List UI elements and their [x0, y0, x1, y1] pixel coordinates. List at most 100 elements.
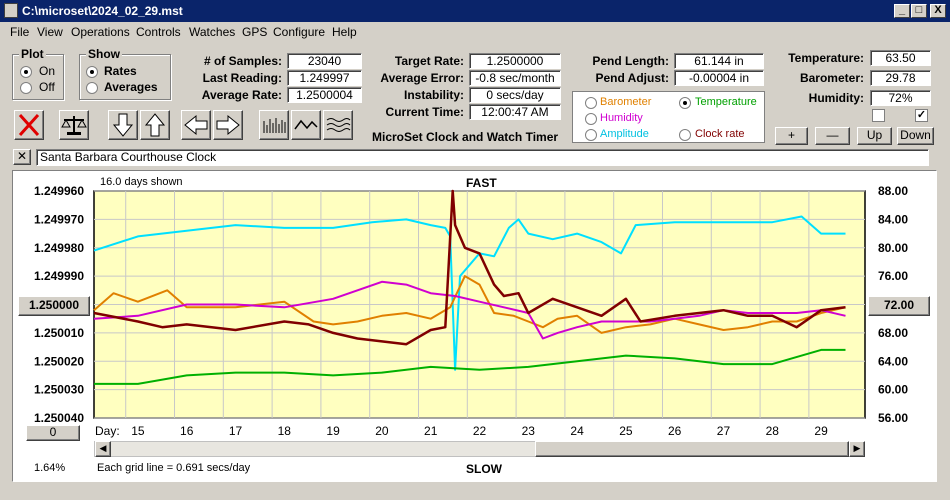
series-line-0: [93, 215, 846, 371]
bar-plot-button[interactable]: [259, 110, 289, 140]
y-left-tick-label: 1.249970: [34, 212, 84, 226]
red-x-icon: [18, 113, 40, 137]
y-left-tick-label: 1.249960: [34, 184, 84, 198]
y-left-tick-label: 1.250010: [34, 326, 84, 340]
x-tick-label: 27: [717, 424, 731, 438]
menu-controls[interactable]: Controls: [136, 25, 181, 39]
y-right-tick-label: 76.00: [878, 269, 908, 283]
barometer-radio[interactable]: [585, 97, 597, 109]
target-rate-label: Target Rate:: [394, 54, 464, 68]
day-label: Day:: [95, 424, 120, 438]
average-error-label: Average Error:: [380, 71, 464, 85]
right-center-button[interactable]: 72.00: [868, 296, 930, 316]
samples-field: 23040: [287, 53, 362, 69]
x-tick-label: 29: [814, 424, 828, 438]
series-line-2: [93, 280, 846, 340]
instability-label: Instability:: [403, 88, 464, 102]
minus-button[interactable]: —: [815, 127, 850, 145]
y-right-tick-label: 88.00: [878, 184, 908, 198]
app-name: MicroSet Clock and Watch Timer: [372, 130, 559, 144]
menu-file[interactable]: File: [10, 25, 30, 39]
scroll-down-button[interactable]: [108, 110, 138, 140]
minimize-button[interactable]: _: [894, 4, 910, 18]
current-time-label: Current Time:: [385, 105, 464, 119]
plot-off-label: Off: [39, 80, 55, 94]
scroll-up-button[interactable]: [140, 110, 170, 140]
y-right-tick-label: 64.00: [878, 354, 908, 368]
bottom-left-button[interactable]: 0: [26, 425, 80, 441]
show-rates-radio[interactable]: [86, 66, 98, 78]
up-arrow-icon: [144, 113, 166, 137]
instability-field: 0 secs/day: [469, 87, 561, 103]
x-tick-label: 28: [766, 424, 780, 438]
scroll-thumb[interactable]: [535, 441, 849, 457]
menu-help[interactable]: Help: [332, 25, 357, 39]
plot-off-radio[interactable]: [20, 82, 32, 94]
temperature-label: Temperature:: [788, 51, 864, 65]
x-tick-label: 21: [424, 424, 438, 438]
plus-button[interactable]: +: [775, 127, 808, 145]
plot-on-label: On: [39, 64, 56, 78]
down-button[interactable]: Down: [897, 127, 934, 145]
menu-gps[interactable]: GPS: [242, 25, 268, 39]
x-tick-label: 19: [326, 424, 340, 438]
clock-rate-radio[interactable]: [679, 129, 691, 141]
grid-note: Each grid line = 0.691 secs/day: [97, 462, 251, 474]
y-right-tick-label: 80.00: [878, 241, 908, 255]
series-line-4: [94, 348, 846, 385]
left-center-button[interactable]: 1.250000: [18, 296, 90, 316]
app-icon: [4, 3, 18, 18]
scroll-right-button[interactable]: [213, 110, 243, 140]
scroll-left-arrow-icon[interactable]: ◀: [95, 441, 111, 457]
checkbox-1[interactable]: [872, 109, 885, 122]
menu-operations[interactable]: Operations: [71, 25, 130, 39]
plot-group: Plot On Off: [12, 47, 64, 100]
line-plot-button[interactable]: [291, 110, 321, 140]
up-button[interactable]: Up: [857, 127, 892, 145]
y-left-tick-label: 1.250030: [34, 383, 84, 397]
window-title: C:\microset\2024_02_29.mst: [22, 4, 183, 18]
y-left-tick-label: 1.250040: [34, 411, 84, 425]
title-bar: C:\microset\2024_02_29.mst _ □ X: [0, 0, 950, 22]
show-group-title: Show: [86, 47, 122, 61]
scroll-left-button[interactable]: [181, 110, 211, 140]
temperature-option: Temperature: [695, 96, 757, 108]
smooth-plot-button[interactable]: [323, 110, 353, 140]
y-left-tick-label: 1.249980: [34, 241, 84, 255]
amplitude-radio[interactable]: [585, 129, 597, 141]
scroll-right-arrow-icon[interactable]: ▶: [849, 441, 865, 457]
x-tick-label: 25: [619, 424, 633, 438]
show-averages-radio[interactable]: [86, 82, 98, 94]
clock-name-field[interactable]: Santa Barbara Courthouse Clock: [36, 149, 929, 166]
humidity-radio[interactable]: [585, 113, 597, 125]
pend-adjust-field: -0.00004 in: [674, 70, 764, 86]
pend-length-field[interactable]: 61.144 in: [674, 53, 764, 69]
close-button[interactable]: X: [930, 4, 946, 18]
target-rate-field[interactable]: 1.2500000: [469, 53, 561, 69]
barometer-field: 29.78: [870, 70, 931, 86]
average-error-field: -0.8 sec/month: [469, 70, 561, 86]
last-reading-field: 1.249997: [287, 70, 362, 86]
y-left-tick-label: 1.249990: [34, 269, 84, 283]
barometer-option: Barometer: [600, 96, 652, 108]
clear-button[interactable]: [14, 110, 44, 140]
maximize-button[interactable]: □: [911, 4, 927, 18]
plot-on-radio[interactable]: [20, 66, 32, 78]
x-tick-label: 23: [522, 424, 536, 438]
clear-clock-name-button[interactable]: ✕: [13, 149, 31, 165]
series-line-3: [93, 189, 846, 346]
calibrate-button[interactable]: [59, 110, 89, 140]
samples-label: # of Samples:: [203, 54, 282, 68]
average-rate-field: 1.2500004: [287, 87, 362, 103]
menu-view[interactable]: View: [37, 25, 63, 39]
temperature-radio[interactable]: [679, 97, 691, 109]
show-group: Show Rates Averages: [79, 47, 171, 100]
horizontal-scrollbar[interactable]: ◀ ▶: [94, 441, 865, 457]
x-tick-label: 17: [229, 424, 243, 438]
slow-label: SLOW: [466, 462, 502, 476]
menu-watches[interactable]: Watches: [189, 25, 236, 39]
checkbox-2[interactable]: ✓: [915, 109, 928, 122]
show-averages-label: Averages: [104, 80, 158, 94]
menu-configure[interactable]: Configure: [273, 25, 326, 39]
clock-rate-option: Clock rate: [695, 128, 745, 140]
